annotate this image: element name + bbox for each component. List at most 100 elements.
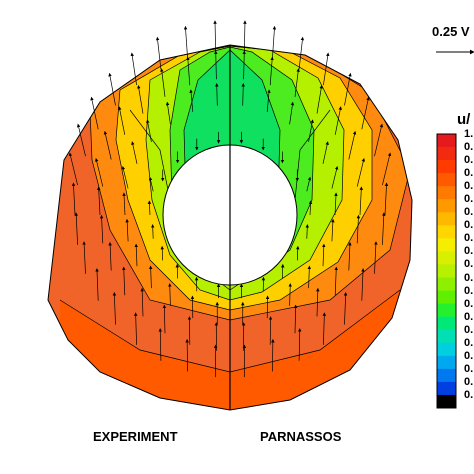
velocity-vector: [150, 224, 155, 239]
velocity-vector: [356, 214, 361, 244]
velocity-vector: [298, 36, 305, 70]
velocity-vector: [122, 266, 126, 296]
velocity-vector: [214, 50, 218, 80]
legend-swatch: [437, 316, 456, 331]
velocity-vector: [186, 56, 191, 86]
legend-tick-label: 0.: [464, 271, 474, 284]
legend-swatch: [437, 199, 456, 213]
velocity-vector: [134, 243, 138, 267]
velocity-vector: [95, 268, 99, 301]
velocity-vector: [307, 265, 312, 289]
velocity-vector: [76, 123, 86, 157]
velocity-vector: [271, 338, 275, 372]
legend-swatch: [437, 160, 456, 174]
legend-colorbar: [436, 133, 457, 409]
velocity-vector: [343, 292, 348, 325]
legend-swatch: [437, 329, 456, 344]
legend-tick-label: 0.: [464, 349, 474, 362]
legend-swatch: [437, 303, 456, 318]
velocity-vector: [122, 192, 126, 216]
legend-tick-label: 0.: [464, 180, 474, 193]
label-experiment: EXPERIMENT: [93, 429, 178, 444]
velocity-vector: [361, 96, 370, 130]
velocity-vector: [160, 245, 164, 261]
velocity-vector: [289, 101, 295, 125]
velocity-vector: [316, 85, 323, 114]
velocity-vector: [296, 245, 300, 261]
velocity-vector: [241, 83, 245, 106]
legend-tick-label: 0.: [464, 219, 474, 232]
legend-swatch: [437, 186, 456, 200]
legend-tick-label: 0.: [464, 336, 474, 349]
velocity-vector: [90, 96, 99, 130]
legend-tick-label: 0.: [464, 193, 474, 206]
legend-swatch: [437, 355, 456, 370]
lower-orange-band: [60, 290, 410, 410]
legend-swatch: [437, 264, 456, 278]
reference-vector-label: 0.25 V: [432, 24, 470, 39]
velocity-vector: [269, 56, 274, 86]
velocity-vector: [148, 265, 153, 289]
legend-tick-label: 0.: [464, 375, 474, 388]
legend-tick-label: 1.: [464, 128, 474, 140]
velocity-vector: [213, 20, 217, 53]
velocity-vector: [148, 176, 154, 192]
velocity-vector: [297, 328, 302, 361]
velocity-vector: [74, 212, 78, 245]
legend-swatch: [437, 147, 456, 161]
label-parnassos: PARNASSOS: [260, 429, 342, 444]
velocity-vector: [322, 312, 327, 345]
velocity-vector: [96, 186, 101, 216]
velocity-vector: [288, 283, 292, 306]
velocity-vector: [133, 312, 138, 345]
velocity-vector: [359, 186, 364, 216]
legend-swatch: [437, 342, 456, 357]
velocity-vector: [348, 241, 352, 271]
velocity-vector: [334, 192, 338, 216]
legend-tick-label: 0.: [464, 141, 474, 154]
velocity-vector: [162, 304, 167, 334]
velocity-vector: [384, 182, 389, 216]
velocity-vector: [146, 119, 152, 142]
velocity-vector: [344, 72, 352, 106]
legend-swatch: [437, 368, 456, 383]
legend-swatch: [437, 381, 456, 396]
velocity-vector: [293, 304, 298, 334]
velocity-vector: [306, 176, 312, 192]
velocity-vector: [322, 141, 329, 164]
velocity-vector: [334, 106, 342, 135]
legend-tick-label: 0.: [464, 258, 474, 271]
outer-boundary: [47, 44, 413, 411]
velocity-vector: [71, 182, 76, 216]
legend-tick-label: 0.: [464, 284, 474, 297]
velocity-vector: [137, 85, 144, 114]
legend-tick-label: 0.: [464, 232, 474, 245]
velocity-vector: [165, 101, 171, 125]
legend-swatch: [437, 251, 456, 265]
velocity-vector: [215, 83, 219, 106]
velocity-vectors: [68, 20, 392, 378]
velocity-vector: [374, 123, 384, 157]
velocity-vector: [323, 52, 330, 86]
velocity-vector: [374, 241, 378, 274]
velocity-vector: [356, 158, 366, 187]
velocity-vector: [308, 200, 313, 216]
legend-swatch: [437, 238, 456, 252]
velocity-vector: [68, 152, 78, 186]
velocity-vector: [112, 292, 117, 325]
legend-tick-label: 0.: [464, 388, 474, 401]
velocity-vector: [348, 130, 357, 160]
legend-tick-label: 0.: [464, 167, 474, 180]
velocity-vector: [108, 241, 112, 271]
velocity-vector: [243, 20, 247, 53]
legend-swatch: [437, 212, 456, 226]
legend-swatch: [437, 277, 456, 291]
velocity-vector: [382, 212, 386, 245]
velocity-vector: [272, 25, 277, 59]
velocity-vector: [99, 214, 104, 244]
velocity-vector: [183, 25, 188, 59]
velocity-vector: [308, 119, 314, 142]
velocity-vector: [331, 166, 339, 189]
legend-tick-label: 0.: [464, 297, 474, 310]
